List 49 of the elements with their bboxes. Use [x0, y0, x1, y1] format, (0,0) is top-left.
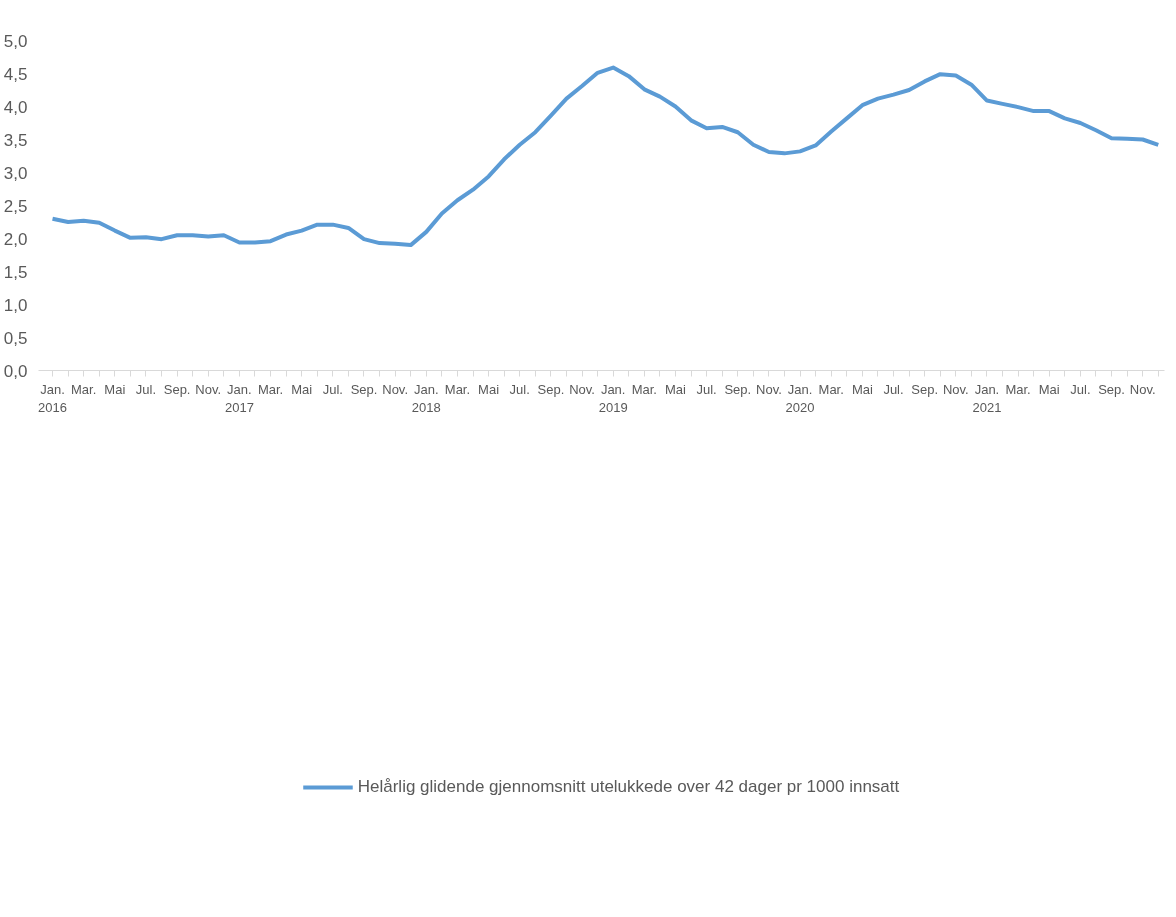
y-tick-label: 5,0 — [3, 31, 28, 51]
x-tick-label: Sep. — [350, 381, 378, 397]
y-tick-label: 0,5 — [3, 328, 28, 348]
x-tick-label: Jan. 2019 — [598, 381, 628, 415]
y-tick-label: 1,0 — [3, 295, 28, 315]
y-tick-label: 2,5 — [3, 196, 28, 216]
x-tick-label: Nov. — [195, 381, 222, 397]
y-tick-label: 4,0 — [3, 97, 28, 117]
y-tick-label: 4,5 — [3, 64, 28, 84]
x-tick-label: Mai — [291, 381, 313, 397]
x-tick-label: Mai — [1038, 381, 1060, 397]
x-tick-label: Sep. — [163, 381, 191, 397]
x-tick-label: Jul. — [135, 381, 157, 397]
y-tick-label: 2,0 — [3, 229, 28, 249]
x-tick-label: Nov. — [1129, 381, 1156, 397]
x-tick-label: Jan. 2017 — [224, 381, 254, 415]
x-tick-label: Mar. — [1005, 381, 1031, 397]
x-tick-label: Mar. — [257, 381, 284, 397]
y-tick-label: 0,0 — [3, 361, 28, 381]
x-tick-label: Mai — [104, 381, 126, 397]
x-tick-label: Nov. — [569, 381, 595, 397]
y-tick-label: 3,0 — [3, 163, 28, 183]
x-tick-label: Mar. — [818, 381, 844, 397]
x-tick-label: Sep. — [911, 381, 939, 397]
x-tick-label: Jan. 2018 — [411, 381, 441, 415]
x-tick-label: Jul. — [883, 381, 904, 397]
x-tick-label: Nov. — [942, 381, 969, 397]
x-tick-label: Mar. — [631, 381, 657, 397]
x-tick-label: Nov. — [756, 381, 782, 397]
x-tick-label: Jul. — [322, 381, 343, 397]
x-tick-label: Sep. — [537, 381, 565, 397]
line-series — [50, 65, 1161, 248]
x-tick-label: Sep. — [1098, 381, 1125, 397]
y-tick-label: 3,5 — [3, 130, 28, 150]
x-tick-label: Jan. 2021 — [972, 381, 1002, 415]
x-tick-label: Mai — [665, 381, 687, 397]
x-tick-label: Mar. — [444, 381, 471, 397]
x-tick-label: Sep. — [724, 381, 752, 397]
x-tick-label: Jul. — [509, 381, 530, 397]
y-tick-label: 1,5 — [3, 262, 28, 282]
x-tick-label: Jul. — [696, 381, 717, 397]
x-tick-label: Jan. 2020 — [785, 381, 815, 415]
x-tick-label: Mai — [851, 381, 873, 397]
legend-label: Helårlig glidende gjennomsnitt utelukkede over 42 dager pr 1000 innsatt — [357, 777, 900, 797]
x-tick-label: Jul. — [1070, 381, 1091, 397]
x-tick-label: Mar. — [71, 381, 97, 397]
x-tick-label: Mai — [478, 381, 500, 397]
x-tick-label: Jan. 2016 — [38, 381, 67, 415]
x-tick-label: Nov. — [382, 381, 409, 397]
